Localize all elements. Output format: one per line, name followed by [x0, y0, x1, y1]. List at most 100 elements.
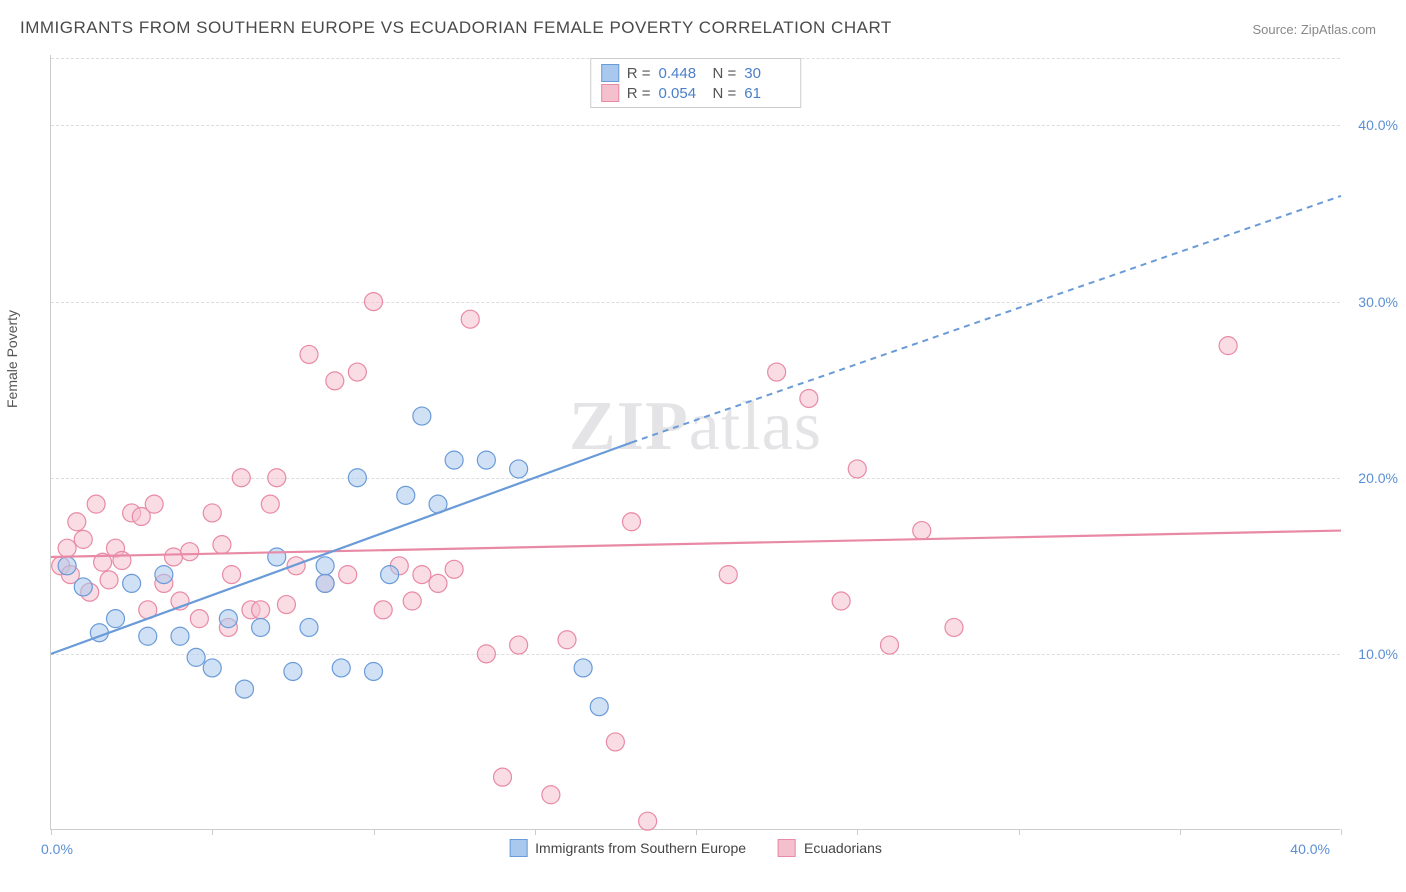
x-tick — [1019, 829, 1020, 835]
scatter-point — [87, 495, 105, 513]
scatter-point — [332, 659, 350, 677]
y-tick-label: 10.0% — [1350, 646, 1398, 662]
scatter-point — [558, 631, 576, 649]
scatter-point — [413, 407, 431, 425]
trend-line — [51, 443, 632, 654]
legend-item-2: Ecuadorians — [778, 839, 882, 857]
y-tick-label: 30.0% — [1350, 294, 1398, 310]
scatter-point — [300, 618, 318, 636]
scatter-point — [190, 610, 208, 628]
scatter-point — [461, 310, 479, 328]
scatter-point — [113, 552, 131, 570]
trend-line — [51, 531, 1341, 557]
legend-swatch-1 — [509, 839, 527, 857]
y-tick-label: 20.0% — [1350, 470, 1398, 486]
scatter-point — [219, 610, 237, 628]
stats-row-1: R = 0.448 N = 30 — [601, 63, 791, 83]
scatter-point — [326, 372, 344, 390]
scatter-point — [68, 513, 86, 531]
scatter-point — [606, 733, 624, 751]
stat-label-n: N = — [713, 85, 737, 102]
scatter-point — [510, 460, 528, 478]
scatter-point — [300, 345, 318, 363]
scatter-point — [284, 662, 302, 680]
scatter-point — [574, 659, 592, 677]
legend-item-1: Immigrants from Southern Europe — [509, 839, 746, 857]
legend-label-1: Immigrants from Southern Europe — [535, 840, 746, 856]
scatter-point — [277, 596, 295, 614]
scatter-point — [542, 786, 560, 804]
scatter-point — [374, 601, 392, 619]
x-tick — [374, 829, 375, 835]
swatch-series-2 — [601, 84, 619, 102]
scatter-point — [348, 469, 366, 487]
scatter-point — [203, 659, 221, 677]
x-axis-min-label: 0.0% — [41, 841, 73, 857]
scatter-point — [768, 363, 786, 381]
scatter-point — [510, 636, 528, 654]
scatter-point — [413, 566, 431, 584]
legend-label-2: Ecuadorians — [804, 840, 882, 856]
scatter-point — [252, 618, 270, 636]
scatter-point — [639, 812, 657, 830]
scatter-point — [348, 363, 366, 381]
scatter-point — [252, 601, 270, 619]
x-tick — [857, 829, 858, 835]
scatter-point — [848, 460, 866, 478]
scatter-point — [445, 451, 463, 469]
scatter-point — [139, 627, 157, 645]
scatter-point — [155, 566, 173, 584]
x-tick — [1180, 829, 1181, 835]
x-tick — [535, 829, 536, 835]
scatter-point — [365, 293, 383, 311]
scatter-point — [74, 530, 92, 548]
stats-row-2: R = 0.054 N = 61 — [601, 83, 791, 103]
scatter-point — [187, 648, 205, 666]
scatter-point — [261, 495, 279, 513]
scatter-point — [397, 486, 415, 504]
scatter-point — [365, 662, 383, 680]
stat-n-2: 61 — [744, 85, 790, 102]
trend-line-dashed — [632, 196, 1342, 443]
scatter-point — [171, 627, 189, 645]
scatter-point — [403, 592, 421, 610]
scatter-point — [719, 566, 737, 584]
stat-r-1: 0.448 — [659, 65, 705, 82]
legend-swatch-2 — [778, 839, 796, 857]
scatter-point — [268, 469, 286, 487]
scatter-point — [1219, 337, 1237, 355]
x-tick — [212, 829, 213, 835]
x-tick — [1341, 829, 1342, 835]
scatter-point — [494, 768, 512, 786]
scatter-point — [223, 566, 241, 584]
y-axis-label: Female Poverty — [4, 310, 20, 408]
scatter-point — [429, 574, 447, 592]
scatter-point — [445, 560, 463, 578]
scatter-point — [203, 504, 221, 522]
scatter-point — [316, 574, 334, 592]
plot-area: ZIPatlas 10.0%20.0%30.0%40.0% 0.0% 40.0%… — [50, 55, 1340, 830]
scatter-point — [58, 557, 76, 575]
scatter-point — [316, 557, 334, 575]
chart-title: IMMIGRANTS FROM SOUTHERN EUROPE VS ECUAD… — [20, 18, 892, 38]
scatter-point — [913, 522, 931, 540]
scatter-point — [165, 548, 183, 566]
stat-label-n: N = — [713, 65, 737, 82]
scatter-point — [268, 548, 286, 566]
source-attribution: Source: ZipAtlas.com — [1252, 22, 1376, 37]
scatter-point — [623, 513, 641, 531]
scatter-point — [881, 636, 899, 654]
scatter-point — [213, 536, 231, 554]
scatter-point — [145, 495, 163, 513]
scatter-point — [800, 389, 818, 407]
chart-svg — [51, 55, 1340, 829]
scatter-point — [339, 566, 357, 584]
scatter-point — [477, 451, 495, 469]
scatter-point — [181, 543, 199, 561]
y-tick-label: 40.0% — [1350, 117, 1398, 133]
stat-r-2: 0.054 — [659, 85, 705, 102]
scatter-point — [381, 566, 399, 584]
stat-n-1: 30 — [744, 65, 790, 82]
scatter-point — [232, 469, 250, 487]
stats-legend: R = 0.448 N = 30 R = 0.054 N = 61 — [590, 58, 802, 108]
